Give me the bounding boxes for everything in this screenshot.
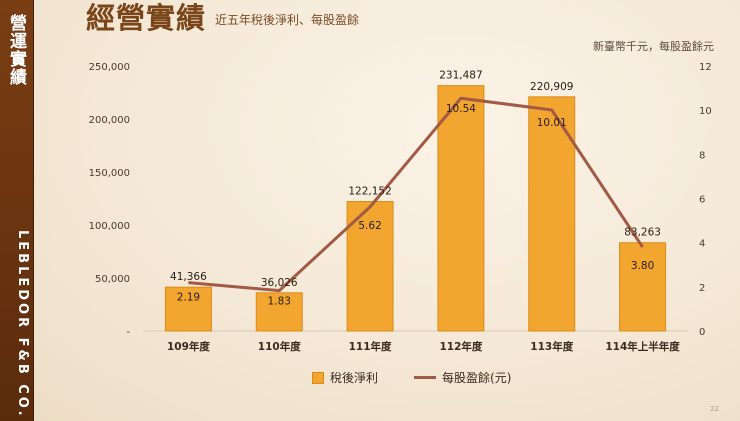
x-tick-label: 110年度 bbox=[258, 340, 301, 353]
bar-data-label: 231,487 bbox=[439, 70, 482, 82]
x-tick-label: 113年度 bbox=[530, 340, 573, 353]
y-left-tick-label: 250,000 bbox=[89, 62, 130, 73]
y-right-tick-label: 4 bbox=[699, 239, 705, 250]
y-right-tick-label: 8 bbox=[699, 150, 705, 161]
y-left-tick-label: 200,000 bbox=[89, 115, 130, 126]
y-right-tick-label: 6 bbox=[699, 195, 705, 206]
legend: 稅後淨利 每股盈餘(元) bbox=[312, 369, 511, 386]
legend-swatch-bar bbox=[312, 371, 324, 384]
line-data-label: 2.19 bbox=[177, 292, 200, 304]
sidebar: 營運實績 LEBLEDOR F&B CO. LTD bbox=[0, 0, 34, 421]
y-right-tick-label: 10 bbox=[699, 106, 712, 117]
bar-data-label: 220,909 bbox=[530, 81, 573, 93]
page-title: 經營實績 bbox=[86, 1, 207, 35]
legend-label-net-income: 稅後淨利 bbox=[330, 371, 379, 385]
line-data-label: 3.80 bbox=[631, 260, 654, 272]
unit-label: 新臺幣千元，每股盈餘元 bbox=[593, 40, 714, 53]
bar bbox=[164, 286, 212, 332]
line-data-label: 10.54 bbox=[446, 103, 476, 115]
legend-swatch-line bbox=[414, 376, 437, 379]
bar-data-label: 41,366 bbox=[170, 271, 207, 283]
y-left-tick-label: 100,000 bbox=[89, 221, 130, 232]
line-data-label: 10.01 bbox=[537, 117, 567, 129]
eps-line bbox=[188, 96, 644, 293]
y-left-tick-label: - bbox=[126, 327, 130, 338]
y-left-tick-label: 150,000 bbox=[89, 168, 130, 179]
x-tick-label: 109年度 bbox=[167, 340, 210, 353]
x-tick-label: 112年度 bbox=[439, 340, 482, 353]
bar bbox=[255, 292, 303, 332]
sidebar-title: 營運實績 bbox=[6, 14, 26, 86]
line-data-label: 5.62 bbox=[358, 220, 381, 232]
bar-data-label: 122,152 bbox=[348, 186, 391, 198]
y-right-tick-label: 2 bbox=[699, 283, 705, 294]
legend-label-eps: 每股盈餘(元) bbox=[442, 371, 512, 385]
bar bbox=[346, 201, 394, 332]
x-tick-label: 114年上半年度 bbox=[605, 340, 680, 353]
page-subtitle: 近五年稅後淨利、每股盈餘 bbox=[215, 13, 360, 27]
sidebar-company-name: LEBLEDOR F&B CO. LTD bbox=[15, 230, 30, 421]
legend-item-eps: 每股盈餘(元) bbox=[414, 369, 511, 386]
bar bbox=[619, 242, 667, 332]
bar bbox=[437, 85, 485, 332]
bar bbox=[528, 96, 576, 332]
line-data-label: 1.83 bbox=[268, 296, 291, 308]
y-right-tick-label: 12 bbox=[699, 62, 712, 73]
y-left-tick-label: 50,000 bbox=[95, 274, 130, 285]
bar-data-label: 36,026 bbox=[261, 277, 298, 289]
x-tick-label: 111年度 bbox=[349, 340, 392, 353]
page-number: 22 bbox=[710, 405, 719, 413]
legend-item-net-income: 稅後淨利 bbox=[312, 369, 378, 386]
y-right-tick-label: 0 bbox=[699, 327, 705, 338]
bar-data-label: 83,263 bbox=[624, 227, 661, 239]
